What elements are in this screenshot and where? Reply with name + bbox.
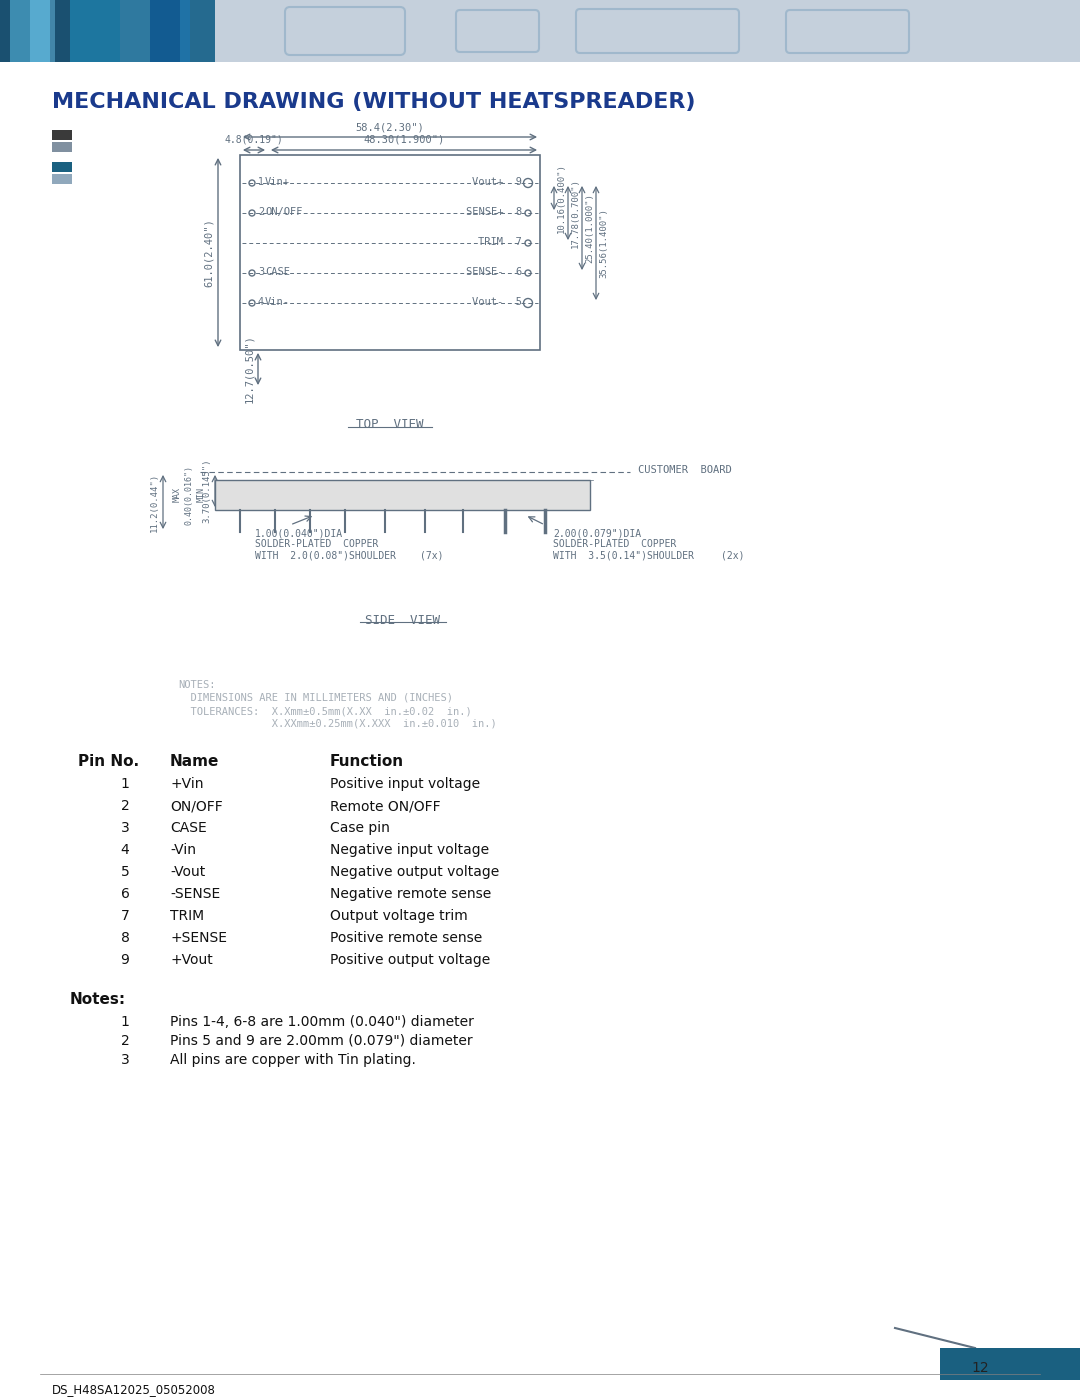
Text: 58.4(2.30"): 58.4(2.30") xyxy=(355,122,424,131)
Text: CASE: CASE xyxy=(170,821,206,835)
Text: 1.00(0.040")DIA: 1.00(0.040")DIA xyxy=(255,528,343,538)
Text: Positive input voltage: Positive input voltage xyxy=(330,777,481,791)
Text: Name: Name xyxy=(170,754,219,770)
Text: 61.0(2.40"): 61.0(2.40") xyxy=(204,218,214,286)
Text: +Vin: +Vin xyxy=(170,777,203,791)
Text: 12: 12 xyxy=(971,1361,989,1375)
Text: NOTES:: NOTES: xyxy=(178,680,216,690)
Bar xyxy=(10,0,50,61)
Text: ON/OFF: ON/OFF xyxy=(170,799,222,813)
Text: 10.16(0.400"): 10.16(0.400") xyxy=(557,163,566,233)
Bar xyxy=(120,0,150,61)
Bar xyxy=(52,175,72,184)
Bar xyxy=(52,142,72,152)
Text: 8: 8 xyxy=(121,930,130,944)
Bar xyxy=(180,0,215,61)
Text: 25.40(1.000"): 25.40(1.000") xyxy=(585,193,594,263)
Text: SIDE  VIEW: SIDE VIEW xyxy=(365,613,440,626)
Bar xyxy=(215,481,590,510)
Text: Pins 5 and 9 are 2.00mm (0.079") diameter: Pins 5 and 9 are 2.00mm (0.079") diamete… xyxy=(170,1034,473,1048)
Text: 2: 2 xyxy=(121,1034,130,1048)
Bar xyxy=(0,0,1080,61)
Text: SOLDER-PLATED  COPPER: SOLDER-PLATED COPPER xyxy=(255,539,378,549)
Text: 1: 1 xyxy=(258,177,265,187)
Text: (7x): (7x) xyxy=(420,550,444,560)
Text: MAX: MAX xyxy=(173,488,181,503)
Text: -Vout: -Vout xyxy=(170,865,205,879)
Text: 2.00(0.079")DIA: 2.00(0.079")DIA xyxy=(553,528,642,538)
Text: 12.7(0.50"): 12.7(0.50") xyxy=(244,335,254,404)
Text: MECHANICAL DRAWING (WITHOUT HEATSPREADER): MECHANICAL DRAWING (WITHOUT HEATSPREADER… xyxy=(52,92,696,112)
Text: +Vout: +Vout xyxy=(170,953,213,967)
Bar xyxy=(52,162,72,172)
Text: SENSE-  6: SENSE- 6 xyxy=(465,267,522,277)
Text: +SENSE: +SENSE xyxy=(170,930,227,944)
Text: 35.56(1.400"): 35.56(1.400") xyxy=(599,208,608,278)
Text: -SENSE: -SENSE xyxy=(170,887,220,901)
Text: 6: 6 xyxy=(121,887,130,901)
Text: 4: 4 xyxy=(121,842,130,856)
Text: 1: 1 xyxy=(121,1016,130,1030)
Text: -Vin: -Vin xyxy=(170,842,195,856)
Text: SENSE+  8: SENSE+ 8 xyxy=(465,207,522,217)
Text: Negative input voltage: Negative input voltage xyxy=(330,842,489,856)
Text: TOP  VIEW: TOP VIEW xyxy=(356,419,423,432)
Text: TRIM  7: TRIM 7 xyxy=(478,237,522,247)
Text: (2x): (2x) xyxy=(721,550,744,560)
Text: 11.2(0.44"): 11.2(0.44") xyxy=(150,472,159,532)
Text: 3.70(0.145"): 3.70(0.145") xyxy=(202,458,211,524)
Text: CASE: CASE xyxy=(265,267,291,277)
Text: MIN: MIN xyxy=(197,488,205,503)
Text: Function: Function xyxy=(330,754,404,770)
Text: DS_H48SA12025_05052008: DS_H48SA12025_05052008 xyxy=(52,1383,216,1397)
Text: 3: 3 xyxy=(121,1053,130,1067)
Text: 3: 3 xyxy=(258,267,265,277)
Text: Negative output voltage: Negative output voltage xyxy=(330,865,499,879)
Text: Vout-  5: Vout- 5 xyxy=(472,298,522,307)
Text: TRIM: TRIM xyxy=(170,909,204,923)
Text: 0.40(0.016"): 0.40(0.016") xyxy=(185,465,193,525)
Text: 7: 7 xyxy=(121,909,130,923)
Text: Vin+: Vin+ xyxy=(265,177,291,187)
Text: 1: 1 xyxy=(121,777,130,791)
Bar xyxy=(52,130,72,140)
Text: 2: 2 xyxy=(258,207,265,217)
Text: Remote ON/OFF: Remote ON/OFF xyxy=(330,799,441,813)
Text: 48.30(1.900"): 48.30(1.900") xyxy=(363,136,445,145)
Text: TOLERANCES:  X.Xmm±0.5mm(X.XX  in.±0.02  in.): TOLERANCES: X.Xmm±0.5mm(X.XX in.±0.02 in… xyxy=(178,705,472,717)
Text: Notes:: Notes: xyxy=(70,992,126,1007)
Text: Negative remote sense: Negative remote sense xyxy=(330,887,491,901)
Text: WITH  3.5(0.14")SHOULDER: WITH 3.5(0.14")SHOULDER xyxy=(553,550,694,560)
Text: Pin No.: Pin No. xyxy=(78,754,139,770)
Text: 9: 9 xyxy=(121,953,130,967)
Bar xyxy=(30,0,55,61)
Bar xyxy=(70,0,120,61)
Bar xyxy=(0,0,215,61)
Text: 17.78(0.700"): 17.78(0.700") xyxy=(571,177,580,247)
Text: Vin-: Vin- xyxy=(265,298,291,307)
Bar xyxy=(240,155,540,351)
Text: Positive remote sense: Positive remote sense xyxy=(330,930,483,944)
Text: WITH  2.0(0.08")SHOULDER: WITH 2.0(0.08")SHOULDER xyxy=(255,550,396,560)
Text: ON/OFF: ON/OFF xyxy=(265,207,302,217)
Text: All pins are copper with Tin plating.: All pins are copper with Tin plating. xyxy=(170,1053,416,1067)
Text: DIMENSIONS ARE IN MILLIMETERS AND (INCHES): DIMENSIONS ARE IN MILLIMETERS AND (INCHE… xyxy=(178,693,453,703)
Text: SOLDER-PLATED  COPPER: SOLDER-PLATED COPPER xyxy=(553,539,676,549)
Text: X.XXmm±0.25mm(X.XXX  in.±0.010  in.): X.XXmm±0.25mm(X.XXX in.±0.010 in.) xyxy=(178,719,497,729)
Text: Pins 1-4, 6-8 are 1.00mm (0.040") diameter: Pins 1-4, 6-8 are 1.00mm (0.040") diamet… xyxy=(170,1016,474,1030)
Text: Case pin: Case pin xyxy=(330,821,390,835)
Text: 2: 2 xyxy=(121,799,130,813)
Text: CUSTOMER  BOARD: CUSTOMER BOARD xyxy=(638,465,732,475)
Text: 4: 4 xyxy=(258,298,265,307)
Bar xyxy=(940,1348,1080,1380)
Bar xyxy=(150,0,190,61)
Text: 3: 3 xyxy=(121,821,130,835)
Text: 4.8(0.19"): 4.8(0.19") xyxy=(225,136,283,145)
Text: Output voltage trim: Output voltage trim xyxy=(330,909,468,923)
Text: Vout+  9: Vout+ 9 xyxy=(472,177,522,187)
Text: 5: 5 xyxy=(121,865,130,879)
Text: Positive output voltage: Positive output voltage xyxy=(330,953,490,967)
